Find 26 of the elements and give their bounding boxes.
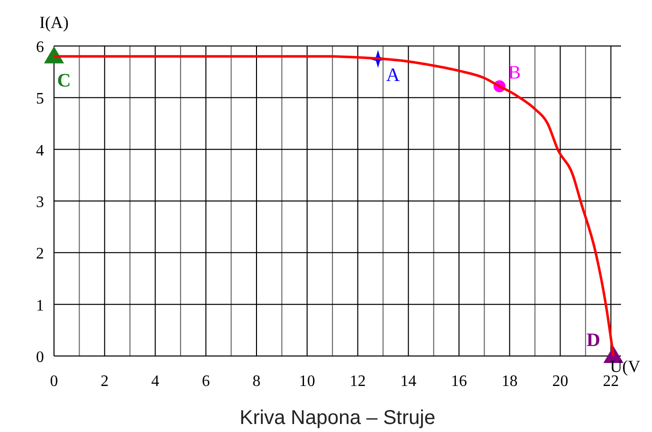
y-tick-label: 6 bbox=[36, 39, 44, 56]
y-axis-title: I(A) bbox=[39, 13, 69, 32]
y-tick-label: 1 bbox=[36, 297, 44, 314]
x-tick-label: 6 bbox=[202, 373, 210, 390]
x-tick-label: 8 bbox=[252, 373, 260, 390]
x-tick-label: 14 bbox=[400, 373, 416, 390]
x-tick-label: 20 bbox=[552, 373, 568, 390]
x-tick-label: 0 bbox=[50, 373, 58, 390]
x-tick-label: 16 bbox=[451, 373, 467, 390]
y-tick-label: 5 bbox=[36, 90, 44, 108]
x-tick-label: 18 bbox=[502, 373, 518, 390]
y-tick-label: 4 bbox=[36, 142, 44, 160]
x-axis-title: U(V bbox=[610, 357, 641, 376]
x-tick-label: 4 bbox=[151, 373, 160, 390]
x-tick-label: 12 bbox=[350, 373, 366, 390]
x-tick-label: 10 bbox=[299, 373, 316, 390]
y-tick-label: 0 bbox=[36, 349, 44, 366]
series-label: C bbox=[57, 70, 71, 92]
text: Kriva Napona – Struje bbox=[240, 407, 436, 429]
x-tick-label: 2 bbox=[100, 373, 109, 390]
x-tick-label: 22 bbox=[602, 373, 619, 390]
y-tick-label: 3 bbox=[36, 194, 44, 211]
series-label: A bbox=[386, 64, 400, 86]
point bbox=[44, 46, 64, 64]
series-label: D bbox=[586, 330, 600, 351]
y-tick-label: 2 bbox=[36, 246, 44, 263]
